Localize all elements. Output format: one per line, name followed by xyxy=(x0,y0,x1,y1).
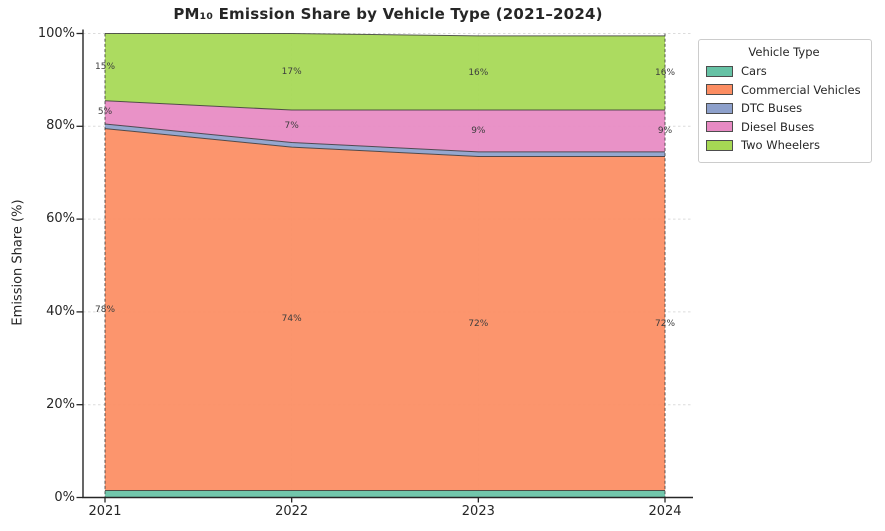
x-tick-label: 2022 xyxy=(275,503,309,519)
area-value-label: 16% xyxy=(468,67,489,78)
area-value-label: 72% xyxy=(654,318,676,329)
area-value-label: 16% xyxy=(654,67,676,78)
legend-label: Commercial Vehicles xyxy=(741,82,861,97)
area-value-label: 72% xyxy=(468,318,489,329)
legend-label: Cars xyxy=(741,64,767,79)
legend-item-commercial-vehicles: Commercial Vehicles xyxy=(706,81,862,100)
area-value-label: 74% xyxy=(281,313,302,324)
legend-label: Two Wheelers xyxy=(741,138,821,153)
legend-swatch-diesel-buses xyxy=(706,121,733,133)
legend-label: DTC Buses xyxy=(741,101,803,116)
legend-title: Vehicle Type xyxy=(748,45,820,59)
area-value-label: 78% xyxy=(94,304,116,315)
area-value-label: 5% xyxy=(97,107,113,118)
legend-item-two-wheelers: Two Wheelers xyxy=(706,136,862,155)
y-tick-label: 80% xyxy=(46,118,75,134)
area-value-label: 7% xyxy=(284,121,299,132)
legend-item-dtc-buses: DTC Buses xyxy=(706,99,862,118)
legend-item-diesel-buses: Diesel Buses xyxy=(706,118,862,137)
chart-title: PM₁₀ Emission Share by Vehicle Type (202… xyxy=(173,5,603,23)
legend-swatch-cars xyxy=(706,65,733,77)
x-tick-label: 2024 xyxy=(648,503,682,519)
y-tick-label: 60% xyxy=(46,211,75,227)
y-tick-label: 0% xyxy=(54,489,75,505)
legend-label: Diesel Buses xyxy=(741,119,815,134)
x-tick-label: 2023 xyxy=(461,503,495,519)
legend-swatch-two-wheelers xyxy=(706,139,733,151)
area-value-label: 9% xyxy=(471,125,486,136)
y-tick-label: 40% xyxy=(46,303,75,319)
y-axis-label: Emission Share (%) xyxy=(10,199,26,326)
area-value-label: 9% xyxy=(657,125,673,136)
y-tick-label: 100% xyxy=(37,25,75,41)
legend-swatch-dtc-buses xyxy=(706,102,733,114)
y-tick-label: 20% xyxy=(46,396,75,412)
legend: Vehicle Type Cars Commercial Vehicles DT… xyxy=(698,39,872,163)
legend-swatch-commercial-vehicles xyxy=(706,84,733,96)
area-value-label: 17% xyxy=(281,66,302,77)
x-tick-label: 2021 xyxy=(88,503,122,519)
area-value-label: 15% xyxy=(94,62,116,73)
legend-item-cars: Cars xyxy=(706,62,862,81)
